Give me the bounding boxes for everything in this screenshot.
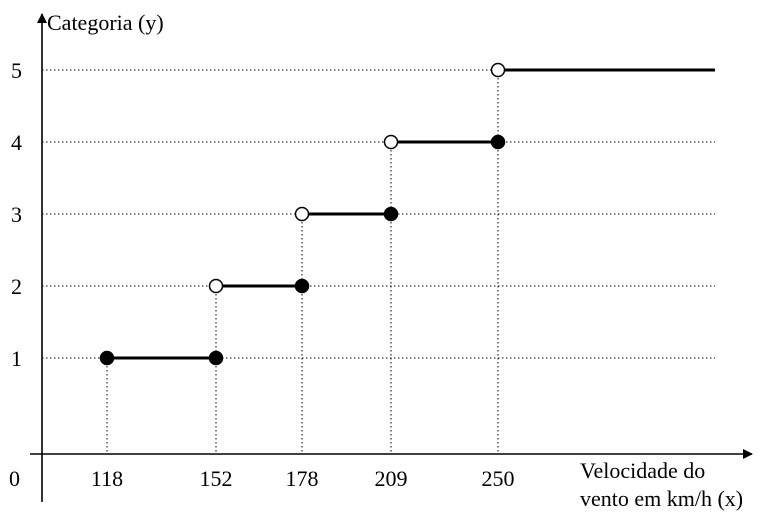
closed-point-2-end xyxy=(294,278,310,294)
x-tick-label-250: 250 xyxy=(482,466,515,491)
y-tick-label-5: 5 xyxy=(11,58,22,83)
x-tick-label-152: 152 xyxy=(200,466,233,491)
x-tick-label-118: 118 xyxy=(91,466,123,491)
closed-point-3-end xyxy=(383,206,399,222)
open-point-3-start xyxy=(294,206,310,222)
y-tick-label-4: 4 xyxy=(11,130,22,155)
y-tick-label-1: 1 xyxy=(11,346,22,371)
open-point-4-start xyxy=(383,134,399,150)
closed-point-1-start xyxy=(99,350,115,366)
step-segments xyxy=(107,68,715,360)
closed-point-1-end xyxy=(208,350,224,366)
closed-point-4-end xyxy=(490,134,506,150)
x-axis-label-line-1: Velocidade do xyxy=(580,458,705,483)
step-endpoints xyxy=(99,62,506,366)
origin-label: 0 xyxy=(9,466,20,491)
x-tick-label-178: 178 xyxy=(286,466,319,491)
open-point-2-start xyxy=(208,278,224,294)
x-tick-label-209: 209 xyxy=(375,466,408,491)
tick-labels: 1 2 3 4 5 118 152 178 209 250 xyxy=(11,58,515,491)
y-tick-label-2: 2 xyxy=(11,274,22,299)
grid-lines xyxy=(42,69,715,454)
y-axis-label: Categoria (y) xyxy=(47,10,164,35)
x-axis-label-line-2: vento em km/h (x) xyxy=(580,486,743,511)
open-point-5-start xyxy=(490,62,506,78)
y-tick-label-3: 3 xyxy=(11,202,22,227)
